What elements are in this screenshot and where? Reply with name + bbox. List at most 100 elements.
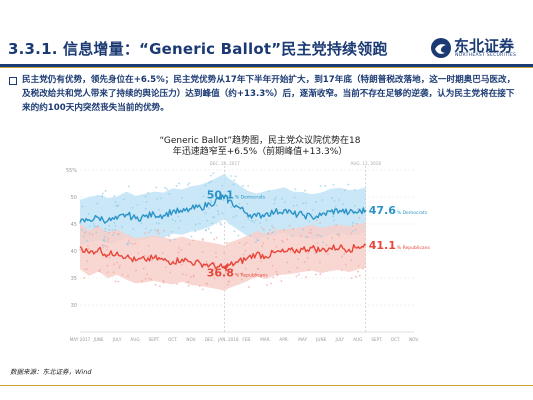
republicans-poll-dot bbox=[228, 280, 230, 283]
democrats-poll-dot bbox=[113, 228, 116, 231]
democrats-poll-dot bbox=[332, 183, 335, 186]
x-tick-label: JULY bbox=[334, 337, 344, 342]
republicans-poll-dot bbox=[182, 273, 184, 276]
slide-title: 3.3.1. 信息增量：“Generic Ballot”民主党持续领跑 bbox=[8, 40, 388, 58]
democrats-poll-dot bbox=[352, 229, 354, 232]
democrats-poll-dot bbox=[114, 225, 117, 227]
x-tick-label: JUNE bbox=[315, 337, 326, 342]
democrats-poll-dot bbox=[104, 189, 107, 192]
republicans-poll-dot bbox=[306, 236, 309, 239]
democrats-poll-dot bbox=[211, 222, 214, 225]
republicans-poll-dot bbox=[286, 261, 289, 264]
democrats-poll-dot bbox=[217, 213, 220, 216]
republicans-poll-dot bbox=[163, 229, 166, 232]
republicans-poll-dot bbox=[243, 243, 246, 246]
democrats-poll-dot bbox=[320, 235, 322, 238]
republicans-poll-dot bbox=[87, 244, 89, 247]
republicans-poll-dot bbox=[215, 255, 218, 258]
democrats-poll-dot bbox=[173, 238, 176, 241]
democrats-poll-dot bbox=[321, 199, 324, 201]
democrats-poll-dot bbox=[322, 241, 325, 244]
democrats-poll-dot bbox=[187, 184, 189, 186]
democrats-poll-dot bbox=[268, 212, 271, 215]
democrats-poll-dot bbox=[207, 181, 210, 184]
republicans-poll-dot bbox=[131, 243, 134, 246]
democrats-poll-dot bbox=[168, 192, 171, 195]
republicans-poll-dot bbox=[271, 264, 274, 267]
republicans-poll-dot bbox=[118, 266, 121, 269]
republicans-poll-dot bbox=[288, 270, 291, 273]
democrats-poll-dot bbox=[219, 221, 222, 224]
democrats-poll-dot bbox=[113, 222, 116, 224]
republicans-poll-dot bbox=[185, 274, 188, 276]
democrats-poll-dot bbox=[249, 234, 252, 237]
democrats-poll-dot bbox=[145, 200, 148, 203]
democrats-poll-dot bbox=[237, 234, 240, 237]
republicans-poll-dot bbox=[147, 231, 150, 234]
republicans-poll-dot bbox=[162, 279, 165, 282]
republicans-poll-dot bbox=[331, 237, 334, 240]
republicans-poll-dot bbox=[96, 225, 99, 228]
democrats-poll-dot bbox=[96, 202, 99, 205]
democrats-poll-dot bbox=[127, 185, 130, 188]
democrats-poll-dot bbox=[112, 234, 114, 236]
republicans-poll-dot bbox=[262, 242, 265, 245]
democrats-poll-dot bbox=[247, 218, 250, 220]
bullet-square-icon bbox=[9, 77, 17, 85]
republicans-poll-dot bbox=[87, 247, 90, 250]
democrats-poll-dot bbox=[281, 197, 283, 200]
democrats-poll-dot bbox=[204, 184, 207, 187]
x-tick-label: FEB. bbox=[242, 337, 251, 342]
republicans-poll-dot bbox=[190, 276, 192, 278]
republicans-poll-dot bbox=[148, 277, 151, 280]
republicans-poll-dot bbox=[303, 261, 306, 264]
democrats-poll-dot bbox=[217, 210, 219, 213]
republicans-poll-dot bbox=[107, 240, 109, 243]
democrats-poll-dot bbox=[210, 174, 212, 177]
democrats-poll-dot bbox=[102, 246, 105, 249]
republicans-poll-dot bbox=[280, 280, 283, 282]
republicans-poll-dot bbox=[262, 228, 265, 231]
republicans-poll-dot bbox=[201, 288, 204, 291]
republicans-poll-dot bbox=[272, 226, 275, 229]
democrats-poll-dot bbox=[181, 196, 184, 199]
republicans-band bbox=[80, 222, 366, 291]
democrats-poll-dot bbox=[108, 224, 111, 227]
republicans-poll-dot bbox=[162, 281, 165, 284]
republicans-poll-dot bbox=[292, 228, 295, 231]
republicans-poll-dot bbox=[307, 269, 310, 271]
democrats-poll-dot bbox=[302, 228, 305, 231]
republicans-poll-dot bbox=[88, 232, 91, 235]
democrats-poll-dot bbox=[144, 227, 147, 230]
democrats-poll-dot bbox=[336, 233, 339, 236]
democrats-poll-dot bbox=[156, 197, 159, 200]
democrats-poll-dot bbox=[111, 229, 114, 232]
republicans-poll-dot bbox=[141, 280, 143, 282]
republicans-poll-dot bbox=[286, 238, 289, 241]
democrats-poll-dot bbox=[205, 229, 207, 231]
democrats-band bbox=[80, 173, 366, 246]
democrats-poll-dot bbox=[305, 236, 307, 239]
democrats-poll-dot bbox=[207, 227, 210, 230]
republicans-poll-dot bbox=[225, 241, 228, 244]
republicans-poll-dot bbox=[83, 276, 85, 279]
republicans-poll-dot bbox=[247, 286, 250, 288]
republicans-poll-dot bbox=[259, 275, 262, 277]
republicans-poll-dot bbox=[187, 284, 190, 287]
republicans-poll-dot bbox=[338, 233, 340, 236]
republicans-poll-dot bbox=[340, 269, 343, 272]
democrats-poll-dot bbox=[247, 185, 250, 187]
democrats-poll-dot bbox=[210, 180, 213, 183]
democrats-poll-dot bbox=[357, 207, 359, 210]
peak-label-democrats: 50.1% Democrats bbox=[207, 188, 266, 201]
x-tick-label: SEPT. bbox=[149, 337, 160, 342]
x-tick-label: JUNE bbox=[93, 337, 104, 342]
democrats-poll-dot bbox=[210, 201, 213, 204]
republicans-poll-dot bbox=[156, 230, 159, 233]
republicans-poll-dot bbox=[351, 224, 354, 227]
democrats-poll-dot bbox=[158, 222, 160, 225]
republicans-poll-dot bbox=[86, 259, 88, 262]
republicans-poll-dot bbox=[316, 242, 319, 245]
democrats-poll-dot bbox=[103, 235, 106, 238]
x-tick-label: MAY 2017 bbox=[70, 337, 91, 342]
